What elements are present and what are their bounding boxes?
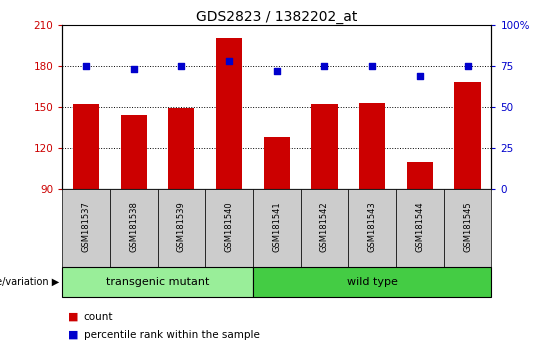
- Point: [320, 63, 329, 69]
- Point: [82, 63, 90, 69]
- Bar: [312, 104, 338, 189]
- Text: ■: ■: [68, 312, 78, 322]
- Text: GSM181543: GSM181543: [368, 201, 377, 252]
- Text: GSM181541: GSM181541: [272, 201, 281, 252]
- Title: GDS2823 / 1382202_at: GDS2823 / 1382202_at: [196, 10, 357, 24]
- Point: [225, 58, 233, 64]
- Text: GSM181539: GSM181539: [177, 201, 186, 252]
- Text: genotype/variation ▶: genotype/variation ▶: [0, 277, 59, 287]
- Point: [368, 63, 376, 69]
- Text: GSM181545: GSM181545: [463, 201, 472, 252]
- Bar: [455, 82, 481, 189]
- Text: GSM181542: GSM181542: [320, 201, 329, 252]
- Text: GSM181544: GSM181544: [415, 201, 424, 252]
- Bar: [407, 162, 433, 189]
- Text: count: count: [84, 312, 113, 322]
- Text: transgenic mutant: transgenic mutant: [106, 277, 209, 287]
- Bar: [120, 115, 147, 189]
- Text: ■: ■: [68, 330, 78, 339]
- Text: GSM181540: GSM181540: [225, 201, 234, 252]
- Text: GSM181537: GSM181537: [82, 201, 91, 252]
- Point: [273, 68, 281, 74]
- Point: [416, 73, 424, 79]
- Bar: [168, 108, 194, 189]
- Bar: [264, 137, 290, 189]
- Bar: [359, 103, 385, 189]
- Bar: [73, 104, 99, 189]
- Point: [177, 63, 186, 69]
- Text: GSM181538: GSM181538: [129, 201, 138, 252]
- Point: [130, 67, 138, 72]
- Text: percentile rank within the sample: percentile rank within the sample: [84, 330, 260, 339]
- Bar: [216, 39, 242, 189]
- Point: [463, 63, 472, 69]
- Text: wild type: wild type: [347, 277, 397, 287]
